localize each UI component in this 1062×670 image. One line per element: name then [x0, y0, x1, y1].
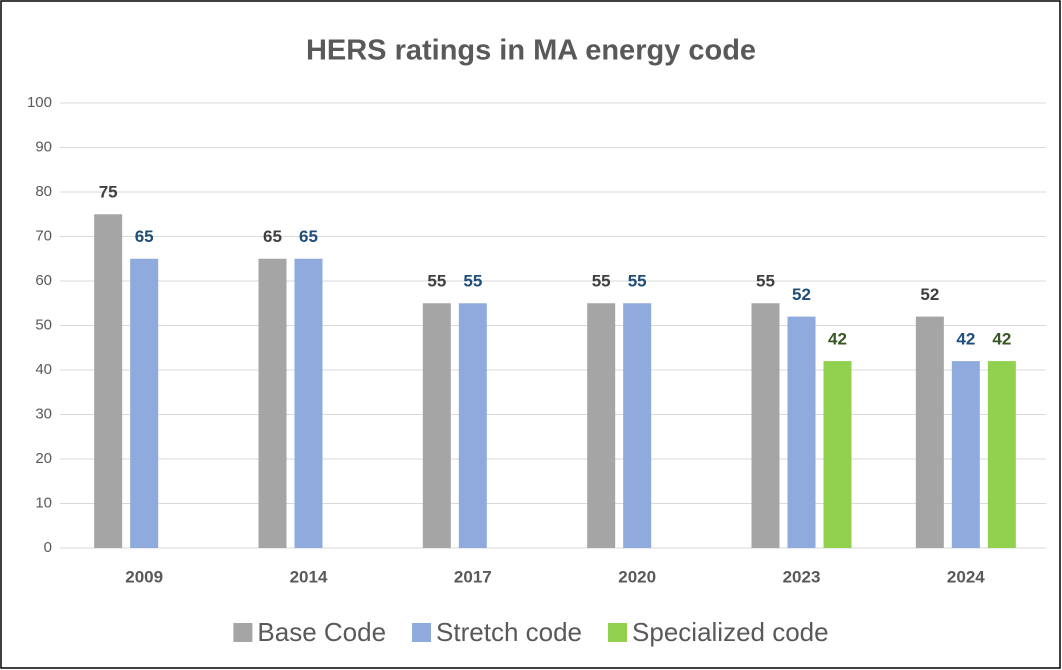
y-tick-label: 80 [35, 183, 52, 200]
data-label: 42 [956, 330, 975, 349]
data-label: 65 [135, 227, 154, 246]
data-label: 65 [299, 227, 318, 246]
data-label: 65 [263, 227, 282, 246]
x-tick-label: 2023 [783, 567, 821, 586]
data-label: 55 [592, 272, 611, 291]
bar [458, 303, 487, 548]
y-tick-label: 50 [35, 316, 52, 333]
bar [294, 258, 323, 548]
legend-label: Base Code [257, 617, 386, 647]
bar [951, 361, 980, 548]
bar [258, 258, 287, 548]
bar [915, 316, 944, 548]
data-label: 52 [792, 285, 811, 304]
data-label: 55 [756, 272, 775, 291]
x-tick-label: 2024 [947, 567, 985, 586]
y-tick-label: 90 [35, 138, 52, 155]
legend-swatch [608, 623, 628, 642]
bar [623, 303, 652, 548]
y-tick-label: 40 [35, 361, 52, 378]
y-tick-label: 10 [35, 494, 52, 511]
bar [751, 303, 780, 548]
legend-label: Stretch code [436, 617, 582, 647]
data-label: 42 [828, 330, 847, 349]
x-tick-label: 2017 [454, 567, 492, 586]
legend-swatch [233, 623, 253, 642]
y-tick-label: 30 [35, 405, 52, 422]
legend-label: Specialized code [632, 617, 829, 647]
bar [987, 361, 1016, 548]
data-label: 75 [99, 183, 118, 202]
bar [787, 316, 816, 548]
y-tick-label: 0 [44, 539, 52, 556]
bar [130, 258, 159, 548]
x-tick-label: 2009 [125, 567, 163, 586]
data-label: 55 [463, 272, 482, 291]
data-label: 42 [992, 330, 1011, 349]
y-tick-label: 20 [35, 450, 52, 467]
bar [823, 361, 852, 548]
chart-title: HERS ratings in MA energy code [306, 35, 756, 67]
data-label: 52 [920, 285, 939, 304]
bar [587, 303, 616, 548]
data-label: 55 [427, 272, 446, 291]
bar [422, 303, 451, 548]
y-tick-label: 60 [35, 272, 52, 289]
legend-swatch [412, 623, 432, 642]
x-tick-label: 2020 [618, 567, 656, 586]
y-tick-label: 70 [35, 227, 52, 244]
x-tick-label: 2014 [290, 567, 328, 586]
bar [94, 214, 123, 548]
y-tick-label: 100 [27, 94, 52, 111]
data-label: 55 [628, 272, 647, 291]
